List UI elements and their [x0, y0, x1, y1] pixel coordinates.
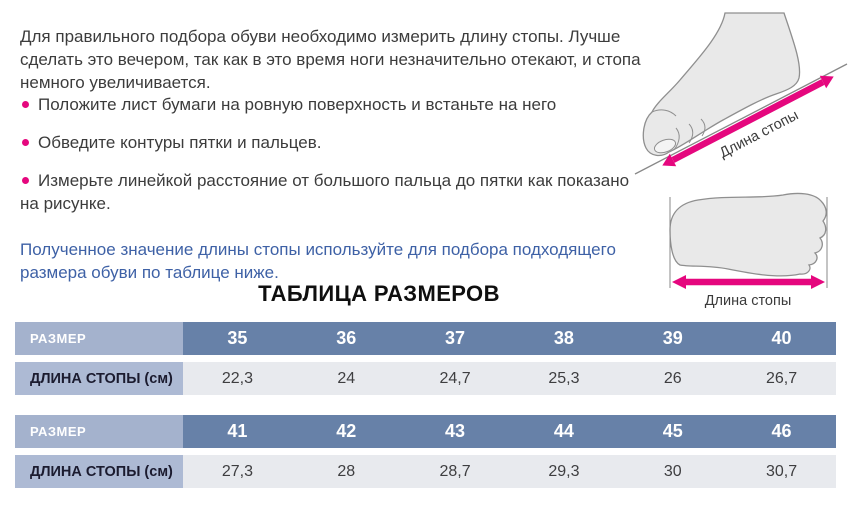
length-cell: 25,3	[509, 362, 619, 395]
table-row: РАЗМЕР 41 42 43 44 45 46	[15, 415, 836, 448]
instruction-list: Положите лист бумаги на ровную поверхнос…	[20, 93, 632, 230]
length-cell: 26,7	[727, 362, 836, 395]
size-header-cell: РАЗМЕР	[15, 322, 183, 355]
foot-outline	[642, 12, 801, 157]
bullet-dot-icon	[22, 139, 29, 147]
instruction-text: Измерьте линейкой расстояние от большого…	[20, 171, 630, 213]
size-table-41-46: РАЗМЕР 41 42 43 44 45 46 ДЛИНА СТОПЫ (см…	[15, 415, 836, 488]
size-cell: 44	[509, 415, 619, 448]
size-cell: 46	[727, 415, 836, 448]
bullet-dot-icon	[22, 101, 29, 109]
instruction-text: Положите лист бумаги на ровную поверхнос…	[38, 95, 557, 114]
length-header-cell: ДЛИНА СТОПЫ (см)	[15, 455, 183, 488]
size-table-35-40: РАЗМЕР 35 36 37 38 39 40 ДЛИНА СТОПЫ (см…	[15, 322, 836, 395]
foot-outline	[669, 192, 827, 277]
toe-crease	[651, 109, 677, 117]
length-header-cell: ДЛИНА СТОПЫ (см)	[15, 362, 183, 395]
length-cell: 27,3	[183, 455, 292, 488]
toenail	[653, 138, 677, 154]
size-cell: 40	[727, 322, 836, 355]
length-cell: 24,7	[400, 362, 510, 395]
list-item: Измерьте линейкой расстояние от большого…	[20, 169, 632, 215]
list-item: Обведите контуры пятки и пальцев.	[20, 131, 632, 154]
length-cell: 28,7	[400, 455, 510, 488]
toe-crease	[688, 123, 694, 144]
length-arrow-icon	[662, 75, 834, 167]
length-cell: 26	[618, 362, 728, 395]
table-row: РАЗМЕР 35 36 37 38 39 40	[15, 322, 836, 355]
intro-paragraph: Для правильного подбора обуви необходимо…	[20, 27, 641, 92]
usage-note: Полученное значение длины стопы использу…	[20, 240, 616, 282]
length-cell: 22,3	[183, 362, 292, 395]
length-cell: 30,7	[727, 455, 836, 488]
size-cell: 45	[618, 415, 728, 448]
length-cell: 24	[291, 362, 401, 395]
length-cell: 29,3	[509, 455, 619, 488]
toe-crease	[673, 127, 680, 151]
list-item: Положите лист бумаги на ровную поверхнос…	[20, 93, 632, 116]
size-cell: 42	[291, 415, 401, 448]
toe-crease	[700, 118, 706, 137]
bullet-dot-icon	[22, 177, 29, 185]
size-header-cell: РАЗМЕР	[15, 415, 183, 448]
size-cell: 38	[509, 322, 619, 355]
size-cell: 39	[618, 322, 728, 355]
instruction-text: Обведите контуры пятки и пальцев.	[38, 133, 322, 152]
size-cell: 41	[183, 415, 292, 448]
table-row: ДЛИНА СТОПЫ (см) 27,3 28 28,7 29,3 30 30…	[15, 455, 836, 488]
foot-side-view-illustration: Длина стопы	[634, 12, 848, 175]
size-cell: 35	[183, 322, 292, 355]
size-cell: 37	[400, 322, 510, 355]
size-table-title: ТАБЛИЦА РАЗМЕРОВ	[258, 281, 500, 306]
size-cell: 36	[291, 322, 401, 355]
size-cell: 43	[400, 415, 510, 448]
diagram-label: Длина стопы	[705, 293, 792, 309]
table-row: ДЛИНА СТОПЫ (см) 22,3 24 24,7 25,3 26 26…	[15, 362, 836, 395]
foot-sole-view-illustration: Длина стопы	[669, 192, 828, 309]
length-arrow-icon	[672, 275, 825, 289]
length-cell: 28	[291, 455, 401, 488]
length-cell: 30	[618, 455, 728, 488]
